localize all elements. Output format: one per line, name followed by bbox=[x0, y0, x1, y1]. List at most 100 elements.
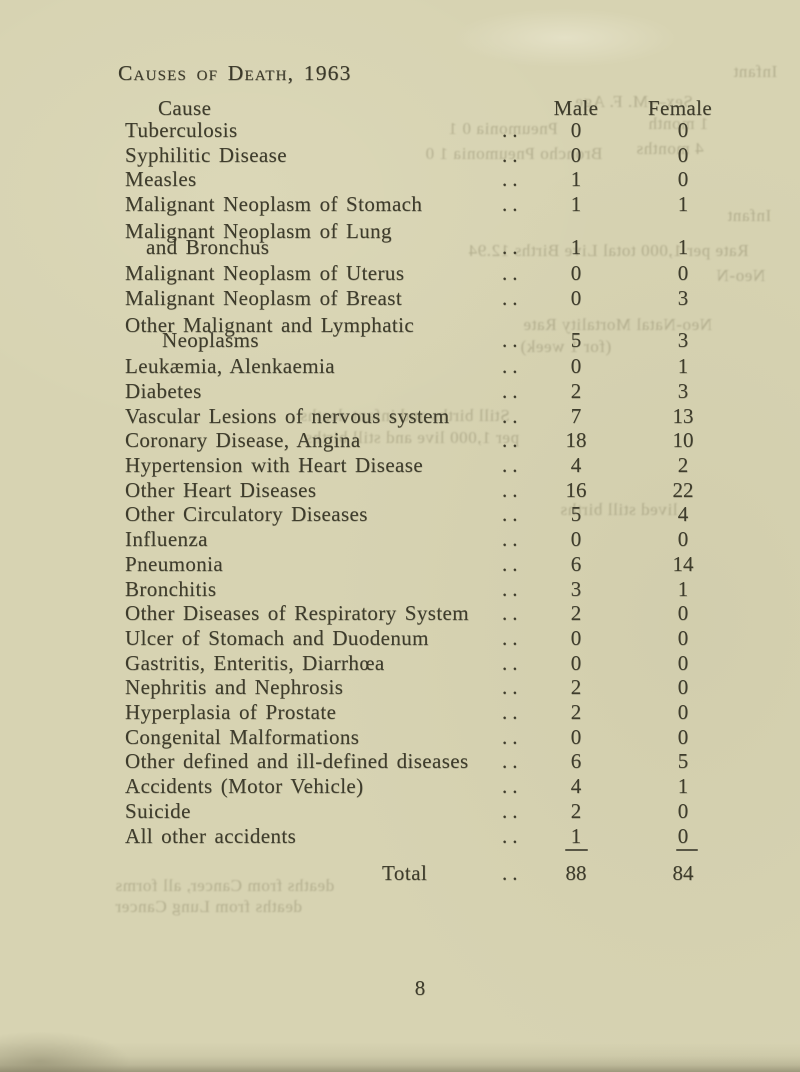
table-row: Hypertension with Heart Disease.. 4 2 bbox=[125, 453, 735, 478]
table-row: Malignant Neoplasm of Breast.. 0 3 bbox=[125, 286, 735, 311]
female-value: 14 bbox=[672, 551, 694, 576]
table-row: Neoplasms.. 5 3 bbox=[125, 328, 735, 353]
leader-dots: .. bbox=[502, 428, 523, 453]
male-value: 0 bbox=[570, 142, 582, 167]
female-value: 3 bbox=[677, 285, 689, 310]
table-row: Ulcer of Stomach and Duodenum.. 0 0 bbox=[125, 626, 735, 651]
female-value: 3 bbox=[677, 328, 689, 353]
causes-of-death-table: Cause Male Female Tuberculosis.. 0 0 Syphil… bbox=[125, 0, 735, 990]
table-row: Other Malignant and Lymphatic bbox=[125, 313, 735, 338]
male-value: 0 bbox=[570, 354, 582, 379]
male-value: 5 bbox=[570, 502, 582, 527]
leader-dots: .. bbox=[502, 378, 523, 403]
male-value: 0 bbox=[570, 724, 582, 749]
table-row: Suicide.. 2 0 bbox=[125, 799, 735, 824]
male-value: 0 bbox=[570, 260, 582, 285]
cause-label: Nephritis and Nephrosis bbox=[125, 675, 344, 700]
table-row: Other Heart Diseases.. 16 22 bbox=[125, 478, 735, 503]
cause-label: Malignant Neoplasm of Lung bbox=[125, 219, 392, 244]
female-value: 13 bbox=[672, 403, 694, 428]
leader-dots: .. bbox=[502, 798, 523, 823]
female-value: 0 bbox=[677, 823, 689, 848]
cause-label: Other Malignant and Lymphatic bbox=[125, 312, 415, 337]
table-row: Malignant Neoplasm of Uterus.. 0 0 bbox=[125, 261, 735, 286]
leader-dots: .. bbox=[502, 142, 523, 167]
cause-label: Diabetes bbox=[125, 378, 202, 403]
table-row: Vascular Lesions of nervous system.. 7 13 bbox=[125, 404, 735, 429]
male-value: 6 bbox=[570, 551, 582, 576]
leader-dots: .. bbox=[502, 823, 523, 848]
female-value: 5 bbox=[677, 749, 689, 774]
table-row: Measles.. 1 0 bbox=[125, 167, 735, 192]
column-header-male: Male bbox=[553, 96, 599, 120]
table-row: Gastritis, Enteritis, Diarrhœa.. 0 0 bbox=[125, 651, 735, 676]
male-value: 2 bbox=[570, 798, 582, 823]
table-row: Diabetes.. 2 3 bbox=[125, 379, 735, 404]
cause-label: Other Heart Diseases bbox=[125, 477, 317, 502]
leader-dots: .. bbox=[502, 285, 523, 310]
total-label: Total bbox=[382, 861, 428, 885]
cause-label: Leukæmia, Alenkaemia bbox=[125, 354, 335, 379]
cause-label: Suicide bbox=[125, 798, 191, 823]
leader-dots: .. bbox=[502, 774, 523, 799]
leader-dots: .. bbox=[502, 260, 523, 285]
male-value: 18 bbox=[565, 428, 587, 453]
table-row: Other defined and ill-defined diseases..… bbox=[125, 749, 735, 774]
cause-label: Bronchitis bbox=[125, 576, 217, 601]
cause-label: Coronary Disease, Angina bbox=[125, 428, 361, 453]
female-value: 22 bbox=[672, 477, 694, 502]
female-value: 0 bbox=[677, 798, 689, 823]
male-value: 2 bbox=[570, 378, 582, 403]
female-value: 0 bbox=[677, 142, 689, 167]
female-value: 1 bbox=[677, 234, 689, 259]
female-value: 0 bbox=[677, 118, 689, 142]
cause-label: Accidents (Motor Vehicle) bbox=[125, 774, 364, 799]
male-value: 1 bbox=[570, 167, 582, 192]
leader-dots: .. bbox=[502, 601, 523, 626]
cause-label: Malignant Neoplasm of Breast bbox=[125, 285, 403, 310]
table-row: and Bronchus.. 1 1 bbox=[125, 235, 735, 260]
cause-label: Tuberculosis bbox=[125, 118, 238, 142]
leader-dots: .. bbox=[502, 749, 523, 774]
leader-dots: .. bbox=[502, 328, 523, 353]
table-row: Accidents (Motor Vehicle).. 4 1 bbox=[125, 774, 735, 799]
cause-label: Vascular Lesions of nervous system bbox=[125, 403, 450, 428]
female-value: 3 bbox=[677, 378, 689, 403]
leader-dots: .. bbox=[502, 700, 523, 724]
total-sum-rule-male bbox=[565, 849, 588, 851]
leader-dots: .. bbox=[502, 118, 523, 142]
male-value: 3 bbox=[570, 576, 582, 601]
leader-dots: .. bbox=[502, 234, 523, 259]
female-value: 1 bbox=[677, 354, 689, 379]
female-value: 10 bbox=[672, 428, 694, 453]
female-value: 0 bbox=[677, 527, 689, 552]
table-row: Pneumonia.. 6 14 bbox=[125, 552, 735, 577]
total-male-value: 88 bbox=[565, 861, 587, 885]
table-row: Leukæmia, Alenkaemia.. 0 1 bbox=[125, 354, 735, 379]
cause-label: Other Diseases of Respiratory System bbox=[125, 601, 470, 626]
leader-dots: .. bbox=[502, 675, 523, 700]
leader-dots: .. bbox=[502, 403, 523, 428]
cause-label: Gastritis, Enteritis, Diarrhœa bbox=[125, 650, 385, 675]
female-value: 1 bbox=[677, 576, 689, 601]
male-value: 1 bbox=[570, 823, 582, 848]
female-value: 0 bbox=[677, 724, 689, 749]
total-sum-rule-female bbox=[676, 849, 698, 851]
male-value: 4 bbox=[570, 453, 582, 477]
leader-dots: .. bbox=[502, 861, 523, 885]
cause-label: Ulcer of Stomach and Duodenum bbox=[125, 625, 429, 650]
table-row: Other Circulatory Diseases.. 5 4 bbox=[125, 502, 735, 527]
cause-label: Measles bbox=[125, 167, 197, 192]
male-value: 7 bbox=[570, 403, 582, 428]
table-row: Tuberculosis.. 0 0 bbox=[125, 118, 735, 143]
cause-label: Neoplasms bbox=[162, 328, 259, 353]
leader-dots: .. bbox=[502, 477, 523, 502]
table-row: All other accidents.. 1 0 bbox=[125, 824, 735, 849]
table-row: Hyperplasia of Prostate.. 2 0 bbox=[125, 700, 735, 725]
leader-dots: .. bbox=[502, 354, 523, 379]
female-value: 0 bbox=[677, 625, 689, 650]
page-title: Causes of Death, 1963 bbox=[118, 61, 352, 85]
male-value: 0 bbox=[570, 650, 582, 675]
female-value: 0 bbox=[677, 700, 689, 724]
